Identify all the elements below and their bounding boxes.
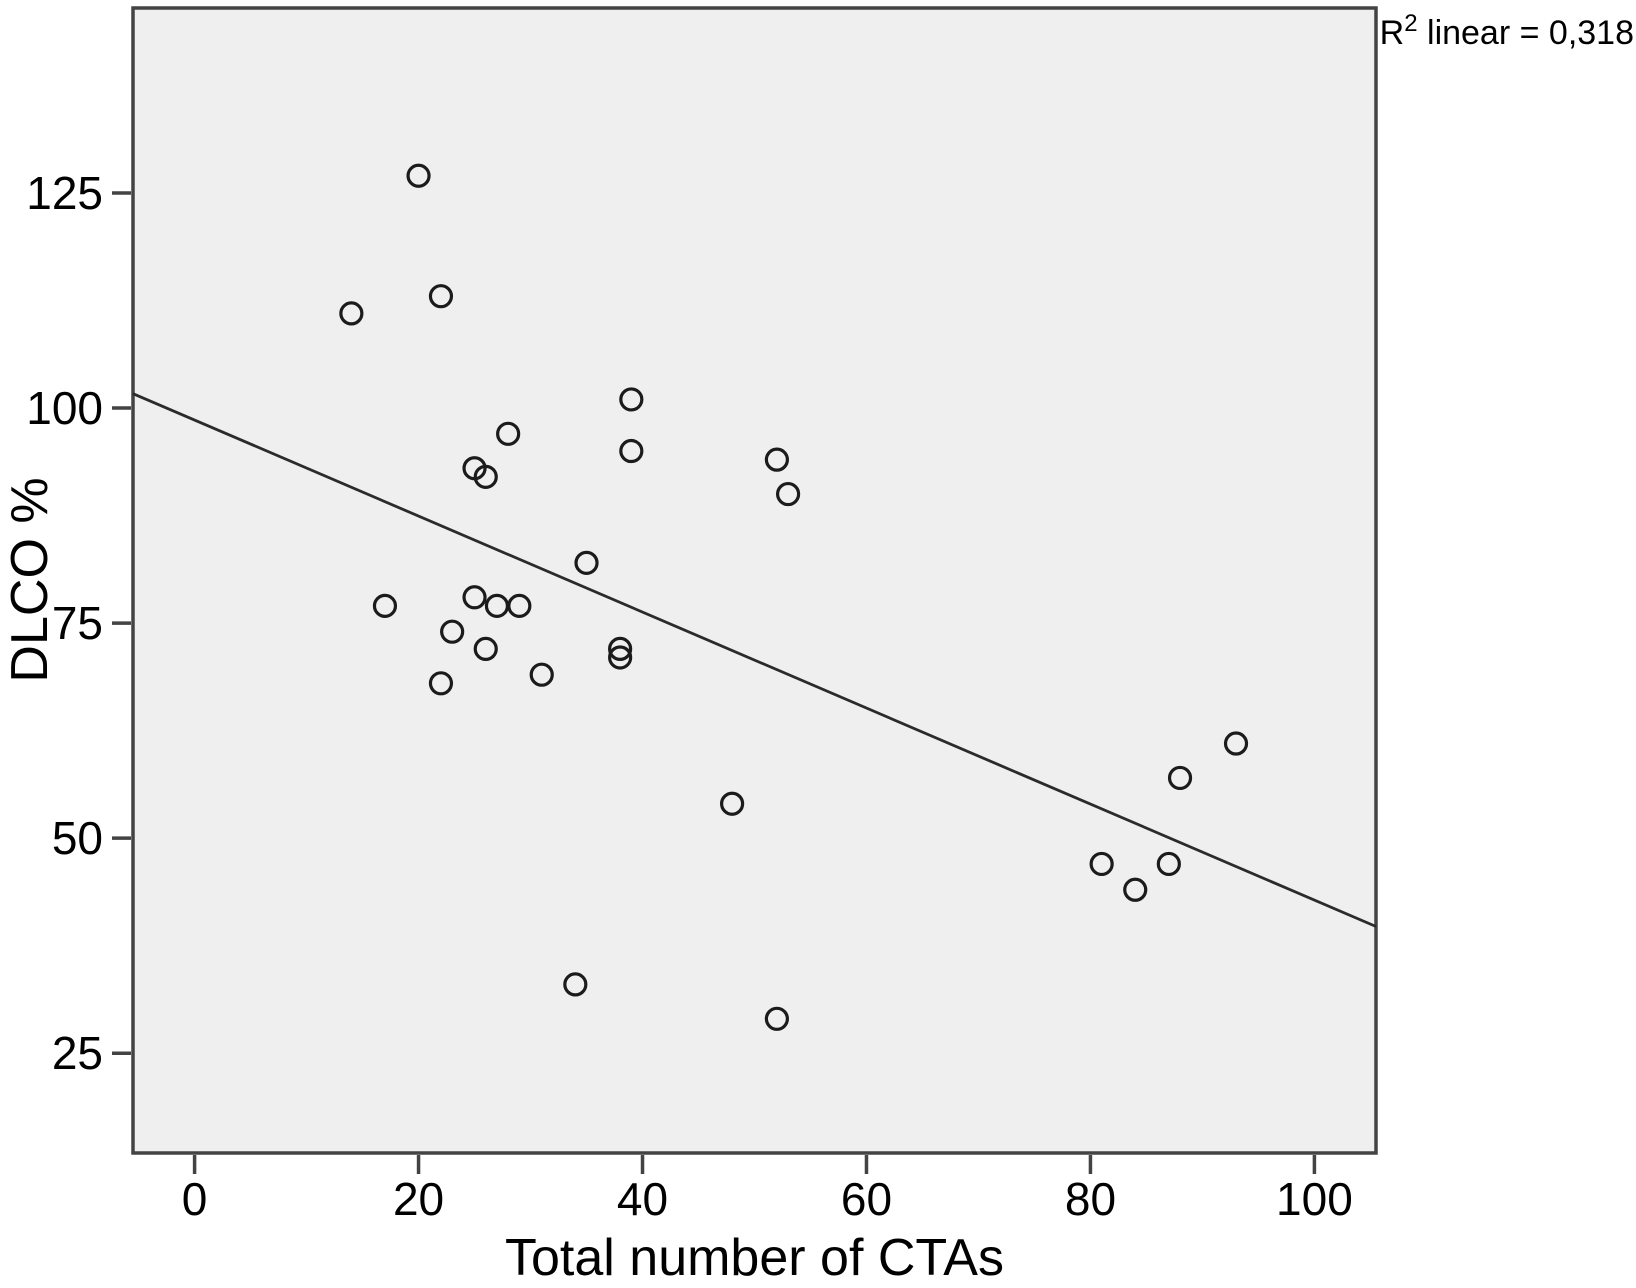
data-point <box>764 1006 789 1031</box>
data-point <box>473 464 498 489</box>
data-point <box>1167 765 1193 791</box>
data-point <box>339 301 364 326</box>
r-squared-annotation: R2 linear = 0,318 <box>1380 10 1634 53</box>
data-point <box>440 619 465 644</box>
data-point <box>507 593 532 618</box>
x-tick-label: 60 <box>841 1173 892 1225</box>
x-tick-label: 20 <box>393 1173 444 1225</box>
data-point <box>428 671 454 696</box>
x-tick-label: 80 <box>1065 1173 1116 1225</box>
x-axis-label: Total number of CTAs <box>504 1229 1004 1287</box>
data-point <box>563 972 588 997</box>
r-squared-exponent: 2 <box>1404 10 1418 37</box>
data-point <box>529 662 554 687</box>
data-point <box>1123 877 1148 902</box>
y-tick-label: 125 <box>26 167 103 219</box>
data-point <box>764 447 789 472</box>
x-tick-label: 0 <box>182 1173 208 1225</box>
data-point <box>619 438 644 464</box>
r-squared-value: linear = 0,318 <box>1417 14 1634 52</box>
x-tick-label: 40 <box>617 1173 668 1225</box>
data-point <box>574 550 599 575</box>
plot-area <box>131 6 1378 1155</box>
data-point <box>462 585 487 610</box>
data-point <box>1223 731 1249 756</box>
y-axis-label: DLCO % <box>1 477 59 683</box>
y-tick-label: 100 <box>26 382 103 434</box>
data-point <box>1089 851 1114 877</box>
y-tick-label: 25 <box>52 1027 103 1079</box>
data-point <box>473 636 498 661</box>
data-point <box>372 593 398 618</box>
regression-line <box>132 392 1377 928</box>
data-point <box>619 387 644 412</box>
data-point <box>775 481 801 507</box>
data-point <box>496 421 521 446</box>
data-point <box>406 163 431 188</box>
y-tick-label: 75 <box>52 597 103 649</box>
data-point <box>608 636 633 661</box>
r-squared-base: R <box>1379 14 1405 52</box>
data-point <box>720 791 745 816</box>
data-point <box>1156 851 1181 877</box>
y-tick-label: 50 <box>52 812 103 864</box>
data-point <box>608 645 633 670</box>
data-point <box>428 284 454 309</box>
x-tick-label: 100 <box>1276 1173 1353 1225</box>
